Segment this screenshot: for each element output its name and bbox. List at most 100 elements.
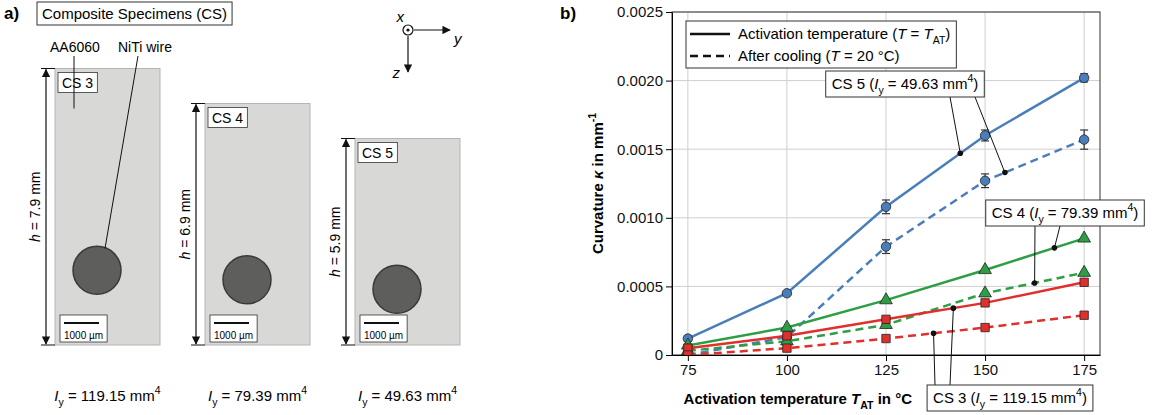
annotation-box [986,200,1145,226]
dimension-arrow [45,70,46,345]
error-bar [981,130,989,141]
marker [881,242,890,251]
annotation: CS 3 (Iy = 119.15 mm4) [927,305,1093,411]
marker [783,332,791,340]
scale-bar [64,322,99,324]
annotation-label: CS 3 (Iy = 119.15 mm4) [933,386,1087,409]
specimen-label: CS 5 [362,145,393,161]
error-bar-cap [882,253,890,254]
plot-background [672,12,1100,355]
axis-triad: xyz [392,8,464,81]
marker [781,320,794,331]
niti-wire [223,256,271,304]
scale-bar-box [360,315,407,342]
dimension-tick [341,345,355,346]
dimension-arrow [345,140,346,345]
legend-swatch [690,33,730,36]
figure: a) Composite Specimens (CS) CS 31000 µmh =… [0,0,1166,415]
leader-line [1034,226,1035,283]
panel-label: a) [4,4,19,23]
annotation-box [927,385,1093,411]
series-line [688,140,1084,355]
tick-label: 0.0020 [617,72,663,89]
tick-label: 100 [775,361,800,378]
specimen-label-box [358,143,397,163]
marker [979,263,992,274]
leader-line [950,308,953,385]
text-part: Activation temperature [684,390,852,407]
scale-bar [214,322,249,324]
marker [684,351,692,355]
specimen-label: CS 4 [212,110,243,126]
text-part: CS 3 ( [933,389,976,406]
series-line [688,282,1084,348]
text-part: 4 [301,384,307,396]
text-part: = 7.9 mm [27,172,43,235]
text-part: ) [945,25,950,42]
legend-box [686,21,956,68]
marker [881,202,890,211]
text-part: CS 4 ( [992,204,1035,221]
y-tick: 0.0010 [617,209,672,226]
y-axis: 0 0.0005 0.0010 0.0015 0.0020 0.0025 [617,3,672,363]
tick-label: 0.0005 [617,278,663,295]
specimen: CS 31000 µmh = 7.9 mmIy = 119.15 mm4 [27,69,161,408]
error-bar-cap [1080,149,1088,150]
grid [672,12,1100,355]
leader-dot [931,330,937,336]
annotation-label: CS 4 (Iy = 79.39 mm4) [992,201,1139,224]
panel-a: a) Composite Specimens (CS) CS 31000 µmh =… [4,2,463,408]
marker [1078,231,1091,242]
data [681,73,1090,355]
x-tick: 75 [680,355,697,378]
triad-label: z [392,64,401,81]
dimension-tick [41,345,55,346]
marker [782,289,791,298]
text-part: = 6.9 mm [177,189,193,252]
dimension-arrow [195,105,196,345]
dimension-tick [41,68,55,69]
marker [882,334,890,342]
leader-line [1054,226,1060,248]
y-tick: 0 [655,346,672,363]
y-tick: 0.0020 [617,72,672,89]
marker [1079,135,1088,144]
panel-title: Composite Specimens (CS) [42,5,227,22]
error-bar-cap [882,239,890,240]
error-bar-cap [981,173,989,174]
tick-mark [666,149,672,150]
x-tick: 100 [775,355,800,378]
legend: Activation temperature (T = TAT)After co… [686,21,956,68]
error-bar [882,240,890,254]
series-line [688,273,1084,351]
marker [979,286,992,297]
legend-label: After cooling (T = 20 °C) [738,47,900,64]
iy-label: Iy = 79.39 mm4 [208,384,307,407]
leader-line [74,56,75,109]
text-part: AT [933,34,946,46]
grid-line-x [1084,12,1085,355]
error-bar [1080,74,1088,82]
text-part: = 49.63 mm [884,75,968,92]
tick-mark [666,355,672,356]
tick-mark [666,218,672,219]
triad-circle [403,25,413,35]
error-bar-cap [1080,129,1088,130]
tick-label: 0.0010 [617,209,663,226]
marker [980,176,989,185]
legend-label: Activation temperature (T = TAT) [738,25,950,46]
tick-label: 0.0025 [617,3,663,20]
text-part: = 119.15 mm [985,389,1076,406]
text-part: h [327,269,343,277]
marker [980,131,989,140]
text-part: Curvature [589,179,606,254]
specimen-image [355,139,460,346]
x-tick: 125 [874,355,899,378]
text-part: After cooling ( [738,47,831,64]
height-label: h = 7.9 mm [27,172,43,242]
specimen: CS 51000 µmh = 5.9 mmIy = 49.63 mm4 [327,139,460,408]
text-part: 4 [155,384,161,396]
tick-mark [666,81,672,82]
x-tick: 175 [1072,355,1097,378]
tick-label: 0.0015 [617,141,663,158]
